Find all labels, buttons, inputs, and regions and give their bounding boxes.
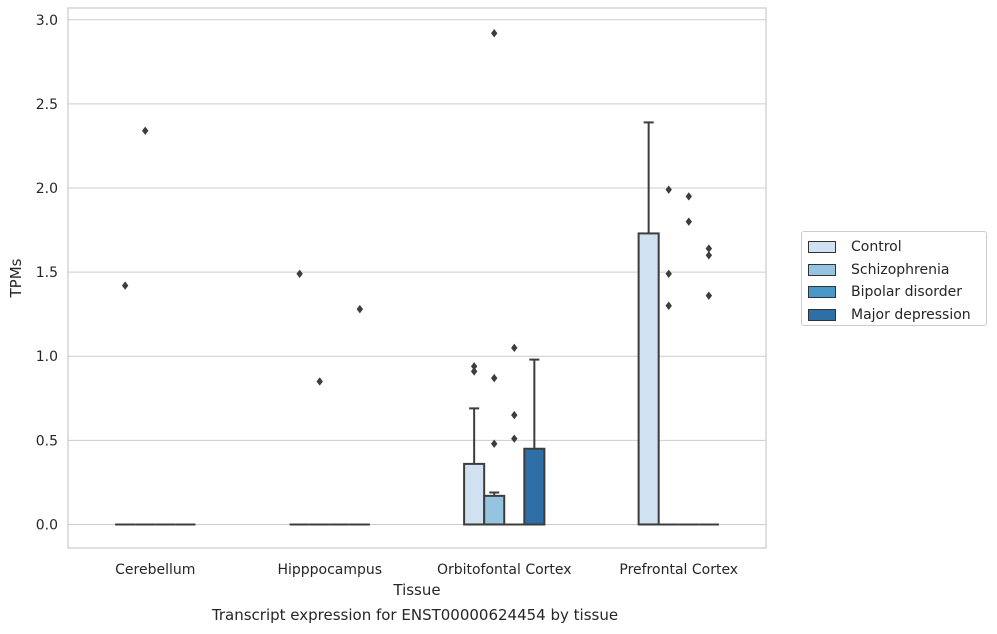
outlier-point — [491, 373, 498, 383]
plot-frame — [67, 7, 767, 549]
outliers — [121, 29, 713, 448]
x-axis-label: Tissue — [392, 581, 440, 599]
y-tick-label: 1.0 — [36, 349, 58, 365]
outlier-point — [685, 217, 692, 226]
legend-item: Control — [808, 236, 986, 259]
legend-swatch — [808, 308, 836, 321]
y-tick-labels: 0.0 0.5 1.0 1.5 2.0 2.5 3.0 — [36, 13, 58, 534]
y-tick-label: 3.0 — [36, 13, 58, 29]
x-tick-label: Cerebellum — [115, 562, 195, 578]
outlier-point — [665, 269, 672, 278]
chart-title: Transcript expression for ENST0000062445… — [211, 606, 619, 624]
outlier-point — [470, 362, 478, 371]
outlier-point — [491, 439, 498, 448]
legend-label: Control — [851, 239, 902, 256]
legend-label: Bipolar disorder — [851, 284, 963, 301]
outlier-point — [511, 434, 518, 443]
box-control — [463, 462, 486, 526]
boxes — [115, 121, 719, 526]
y-axis-label: TPMs — [7, 258, 25, 298]
legend-swatch — [808, 241, 836, 254]
y-tick-label: 1.5 — [36, 265, 58, 281]
y-tick-label: 0.0 — [36, 517, 58, 533]
outlier-point — [511, 410, 518, 420]
outlier-point — [685, 192, 692, 201]
gridlines — [68, 19, 766, 525]
box-major-depression — [523, 447, 546, 526]
legend-item: Bipolar disorder — [808, 281, 986, 304]
y-tick-label: 2.5 — [36, 97, 58, 113]
legend-label: Schizophrenia — [851, 261, 950, 278]
legend-item: Major depression — [808, 304, 986, 327]
x-tick-label: Orbitofontal Cortex — [437, 562, 572, 578]
legend-item: Schizophrenia — [808, 259, 986, 282]
legend: Control Schizophrenia Bipolar disorder Majo… — [801, 231, 987, 326]
y-tick-label: 0.5 — [36, 433, 58, 449]
outlier-point — [511, 343, 518, 353]
x-tick-labels: Cerebellum Hipppocampus Orbitofontal Corte… — [115, 562, 738, 578]
outlier-point — [296, 269, 303, 278]
outlier-point — [705, 291, 713, 300]
outlier-point — [705, 244, 713, 253]
outlier-point — [121, 281, 129, 290]
outlier-point — [316, 377, 323, 386]
x-tick-label: Prefrontal Cortex — [619, 562, 738, 578]
box-control — [637, 232, 660, 526]
outlier-point — [470, 367, 478, 376]
legend-swatch — [808, 286, 836, 299]
x-tick-label: Hipppocampus — [277, 562, 382, 578]
outlier-point — [356, 304, 364, 314]
y-tick-label: 2.0 — [36, 181, 58, 197]
legend-swatch — [808, 263, 836, 276]
outlier-point — [665, 185, 672, 194]
outlier-point — [491, 29, 498, 38]
outlier-point — [142, 126, 149, 136]
box-schizophrenia — [483, 494, 506, 526]
legend-label: Major depression — [851, 306, 971, 323]
outlier-point — [705, 251, 713, 260]
outlier-point — [665, 301, 672, 310]
